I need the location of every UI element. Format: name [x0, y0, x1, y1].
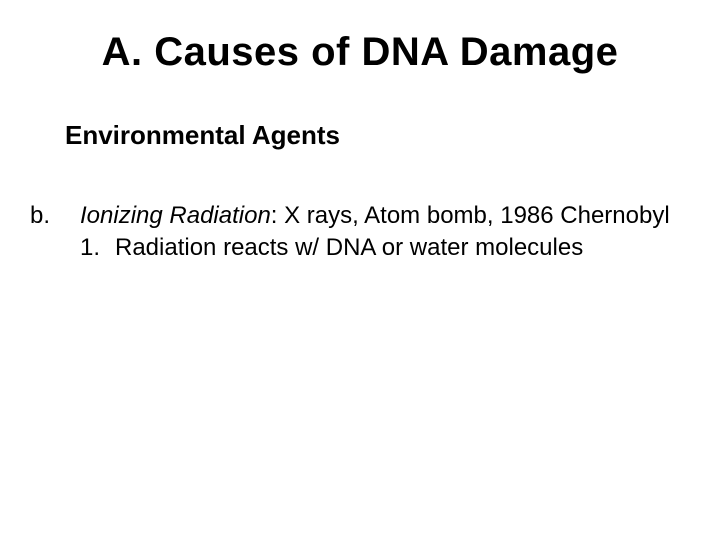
sub-list-marker-1: 1. — [80, 232, 115, 264]
slide-subtitle: Environmental Agents — [65, 120, 340, 151]
slide-title: A. Causes of DNA Damage — [0, 30, 720, 75]
list-item-b: b. Ionizing Radiation: X rays, Atom bomb… — [30, 200, 680, 265]
sub-list-item-1: 1. Radiation reacts w/ DNA or water mole… — [80, 232, 680, 264]
ionizing-radiation-desc: : X rays, Atom bomb, 1986 Chernobyl — [271, 202, 670, 229]
list-content-b: Ionizing Radiation: X rays, Atom bomb, 1… — [80, 200, 680, 265]
slide: A. Causes of DNA Damage Environmental Ag… — [0, 0, 720, 540]
ionizing-radiation-term: Ionizing Radiation — [80, 202, 271, 229]
body-text: b. Ionizing Radiation: X rays, Atom bomb… — [30, 200, 680, 265]
list-marker-b: b. — [30, 200, 80, 265]
sub-list-text-1: Radiation reacts w/ DNA or water molecul… — [115, 232, 583, 264]
